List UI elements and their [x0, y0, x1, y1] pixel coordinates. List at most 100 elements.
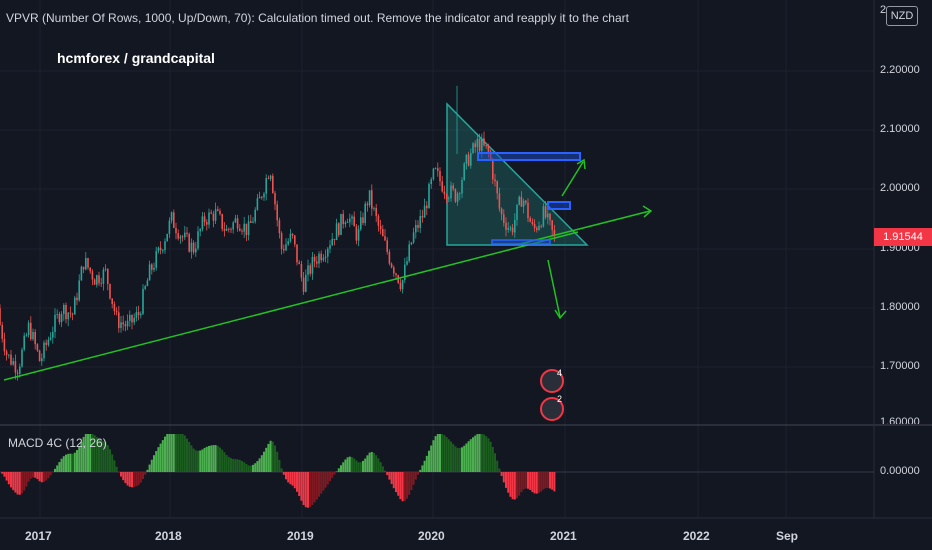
candle-body: [525, 200, 527, 203]
macd-bar: [201, 449, 204, 472]
candle-body: [199, 229, 201, 232]
candle-body: [250, 221, 252, 223]
macd-bar: [80, 441, 83, 472]
macd-bar: [368, 452, 371, 472]
price-tick-top-partial: 2: [880, 4, 887, 16]
supply-zone[interactable]: [477, 152, 581, 161]
bullish-arrow[interactable]: [561, 161, 584, 197]
candle-body: [276, 204, 278, 221]
macd-bar: [434, 436, 437, 472]
macd-bar: [313, 472, 316, 503]
chart-grid: [0, 0, 874, 518]
candle-body: [401, 280, 404, 290]
macd-bar: [362, 460, 364, 472]
macd-bar: [392, 472, 395, 489]
globe-icon[interactable]: [540, 397, 564, 421]
candle-body: [265, 178, 267, 194]
trendline-extension[interactable]: [519, 210, 651, 245]
macd-bar: [128, 472, 131, 487]
macd-bar: [359, 462, 362, 472]
candle-body: [170, 212, 173, 221]
macd-bar: [87, 434, 89, 472]
candle-body: [69, 312, 72, 314]
macd-bar: [188, 441, 191, 472]
candle-body: [43, 342, 45, 359]
candle-body: [206, 222, 208, 225]
candle-body: [179, 236, 182, 239]
candle-body: [32, 332, 34, 340]
price-tick: 2.10000: [880, 123, 920, 135]
macd-bar: [524, 472, 527, 489]
candle-body: [316, 261, 318, 264]
macd-bar: [14, 472, 17, 493]
event-count: 4: [557, 368, 563, 378]
candle-body: [67, 312, 69, 320]
candle-body: [27, 322, 30, 336]
candle-body: [342, 213, 344, 225]
candle-body: [36, 344, 39, 351]
price-tick: 2.00000: [880, 182, 920, 194]
candle-body: [518, 196, 520, 205]
macd-bar: [115, 466, 118, 472]
macd-bar: [199, 450, 202, 472]
candle-body: [364, 203, 366, 224]
macd-bar: [505, 472, 507, 488]
candle-body: [478, 138, 481, 151]
macd-bar: [364, 458, 367, 472]
candle-body: [245, 223, 248, 236]
macd-bar: [544, 472, 547, 489]
candle-body: [445, 194, 448, 200]
macd-bar: [38, 472, 41, 482]
candle-body: [417, 224, 419, 228]
candle-body: [100, 283, 102, 285]
ascending-trendline[interactable]: [3, 231, 579, 381]
support-zone[interactable]: [491, 239, 551, 245]
macd-bar: [245, 463, 248, 472]
candle-body: [212, 213, 215, 221]
macd-bar: [531, 472, 534, 493]
macd-bar: [300, 472, 303, 501]
macd-bar: [346, 457, 349, 472]
candle-body: [474, 143, 476, 148]
candle-body: [379, 225, 382, 230]
macd-bar: [373, 452, 375, 472]
macd-bar: [476, 434, 479, 472]
macd-bar: [507, 472, 510, 493]
candle-body: [472, 143, 474, 153]
uk-flag-icon[interactable]: [540, 369, 564, 393]
currency-badge[interactable]: NZD: [886, 6, 918, 26]
candle-body: [5, 351, 8, 355]
candle-body: [225, 228, 228, 231]
macd-legend[interactable]: MACD 4C (12, 26): [8, 436, 107, 450]
candle-body: [463, 163, 465, 180]
candle-body: [151, 264, 153, 270]
candle-body: [456, 193, 459, 202]
candle-body: [313, 256, 316, 262]
macd-bar: [71, 453, 74, 472]
candle-body: [522, 200, 525, 207]
small-zone[interactable]: [547, 201, 571, 210]
candle-body: [320, 253, 322, 261]
macd-bar: [274, 445, 276, 472]
candle-body: [439, 171, 441, 182]
macd-bar: [10, 472, 12, 488]
macd-bar: [353, 458, 356, 472]
macd-bar: [452, 443, 455, 472]
candle-body: [412, 232, 415, 243]
candle-body: [230, 229, 232, 230]
candle-body: [467, 154, 470, 166]
candle-body: [263, 193, 265, 198]
candle-body: [113, 304, 116, 312]
candle-body: [80, 266, 83, 281]
candle-body: [274, 193, 276, 205]
macd-bar: [553, 472, 556, 492]
macd-bar: [469, 439, 472, 472]
macd-bar: [298, 472, 301, 497]
candle-body: [318, 253, 320, 264]
candle-body: [459, 193, 461, 195]
candle-body: [509, 227, 512, 229]
candle-body: [111, 298, 113, 305]
macd-bar: [247, 465, 250, 472]
bearish-arrow[interactable]: [547, 259, 561, 318]
